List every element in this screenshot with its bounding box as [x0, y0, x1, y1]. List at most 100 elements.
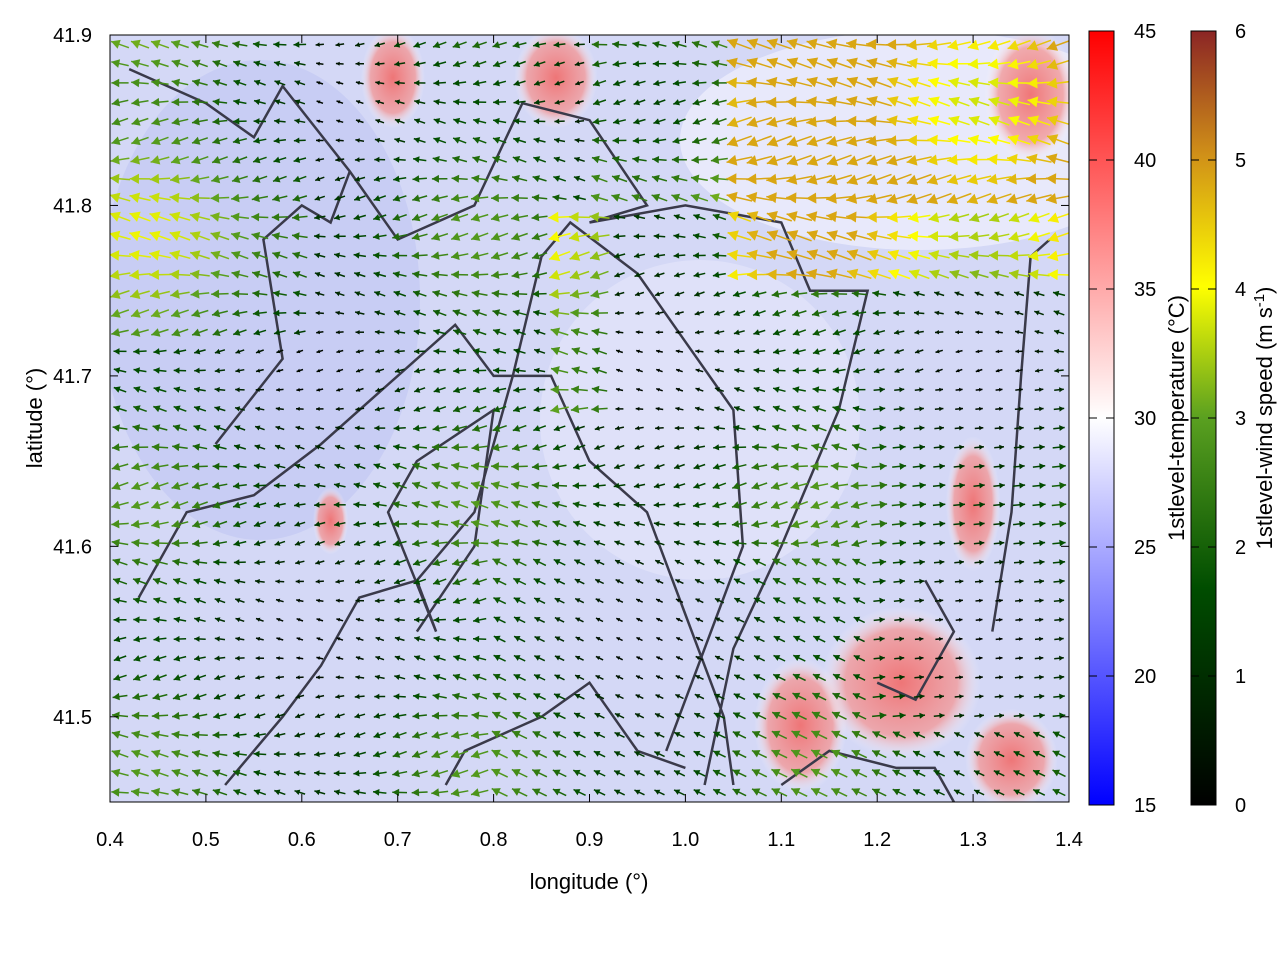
- wind-vector: [191, 520, 208, 529]
- wind-vector: [726, 97, 753, 108]
- wind-vector: [1052, 463, 1066, 470]
- wind-vector: [633, 501, 646, 508]
- wind-vector: [113, 655, 127, 662]
- wind-vector: [733, 558, 746, 566]
- wind-vector: [411, 500, 428, 509]
- wind-vector: [713, 310, 725, 316]
- wind-vector: [851, 462, 868, 471]
- wind-vector: [613, 99, 626, 106]
- wind-vector: [792, 616, 806, 624]
- wind-vector: [151, 117, 169, 126]
- wind-vector: [151, 500, 169, 510]
- wind-vector: [353, 271, 366, 278]
- wind-vector: [512, 405, 527, 413]
- wind-vector: [790, 768, 808, 778]
- wind-vector: [853, 348, 866, 355]
- wind-vector: [392, 520, 408, 528]
- wind-vector: [111, 749, 129, 758]
- wind-vector: [1032, 482, 1046, 489]
- wind-vector: [394, 61, 406, 67]
- wind-vector: [694, 310, 705, 316]
- wind-vector: [714, 387, 725, 393]
- wind-vector: [591, 40, 608, 49]
- wind-vector: [948, 77, 971, 88]
- wind-vector: [255, 406, 265, 412]
- wind-vector: [955, 349, 963, 354]
- wind-vector: [232, 156, 248, 164]
- wind-vector: [335, 675, 344, 680]
- wind-vector: [113, 405, 127, 413]
- wind-vector: [353, 482, 367, 489]
- wind-vector: [712, 252, 727, 259]
- wind-vector: [810, 462, 828, 471]
- wind-vector: [554, 118, 565, 124]
- wind-vector: [790, 787, 808, 797]
- wind-vector: [193, 655, 206, 662]
- wind-vector: [1013, 713, 1025, 719]
- wind-vector: [253, 731, 266, 738]
- wind-vector: [653, 252, 666, 259]
- wind-vector: [451, 558, 468, 567]
- wind-vector: [192, 558, 208, 566]
- wind-vector: [873, 348, 885, 355]
- wind-vector: [914, 578, 925, 585]
- wind-vector: [846, 57, 872, 69]
- wind-vector: [190, 269, 210, 280]
- wind-vector: [373, 540, 387, 547]
- wind-vector: [595, 598, 604, 604]
- wind-vector: [733, 578, 746, 585]
- wind-vector: [710, 155, 728, 164]
- wind-vector: [533, 61, 546, 67]
- wind-vector: [573, 712, 586, 719]
- wind-vector: [450, 251, 469, 260]
- wind-vector: [276, 368, 284, 373]
- wind-vector: [316, 675, 324, 680]
- wind-vector: [632, 41, 647, 48]
- wind-vector: [593, 501, 606, 508]
- wind-vector: [553, 137, 566, 144]
- wind-vector: [453, 117, 467, 125]
- wind-vector: [928, 212, 950, 223]
- wind-vector: [806, 96, 833, 108]
- hot-region: [360, 35, 425, 129]
- y-tick-label: 41.5: [53, 707, 92, 729]
- wind-vector: [552, 539, 567, 547]
- wind-vector: [955, 330, 963, 335]
- wind-vector: [753, 654, 766, 662]
- wind-vector: [129, 211, 151, 222]
- wind-vector: [673, 482, 686, 489]
- wind-vector: [393, 156, 406, 163]
- wind-vector: [928, 250, 950, 261]
- x-tick-label: 0.8: [480, 829, 508, 851]
- wind-vector: [252, 290, 268, 298]
- wind-vector: [372, 482, 387, 489]
- wind-vector: [452, 155, 468, 164]
- wind-vector: [995, 656, 1003, 660]
- wind-vector: [1052, 731, 1066, 739]
- wind-vector: [133, 348, 147, 355]
- wind-vector: [212, 482, 228, 490]
- wind-vector: [234, 598, 245, 604]
- wind-vector: [974, 310, 984, 316]
- wind-vector: [316, 388, 324, 392]
- wind-vector: [913, 425, 925, 431]
- wind-vector: [693, 271, 706, 278]
- wind-vector: [826, 57, 852, 69]
- wind-vector: [553, 425, 566, 432]
- wind-vector: [953, 731, 965, 738]
- wind-vector: [412, 424, 427, 432]
- wind-vector: [714, 597, 725, 604]
- wind-vector: [513, 328, 526, 336]
- wind-vector: [615, 674, 624, 680]
- wind-vector: [654, 272, 665, 278]
- wind-vector: [255, 368, 264, 373]
- wind-vector: [111, 462, 129, 471]
- wind-vector: [1045, 173, 1069, 185]
- wind-vector: [574, 578, 585, 585]
- wind-vector: [806, 154, 832, 166]
- wind-vector: [574, 41, 585, 48]
- wind-vector: [235, 617, 245, 623]
- wind-vector: [452, 60, 467, 68]
- wind-vector: [571, 327, 588, 337]
